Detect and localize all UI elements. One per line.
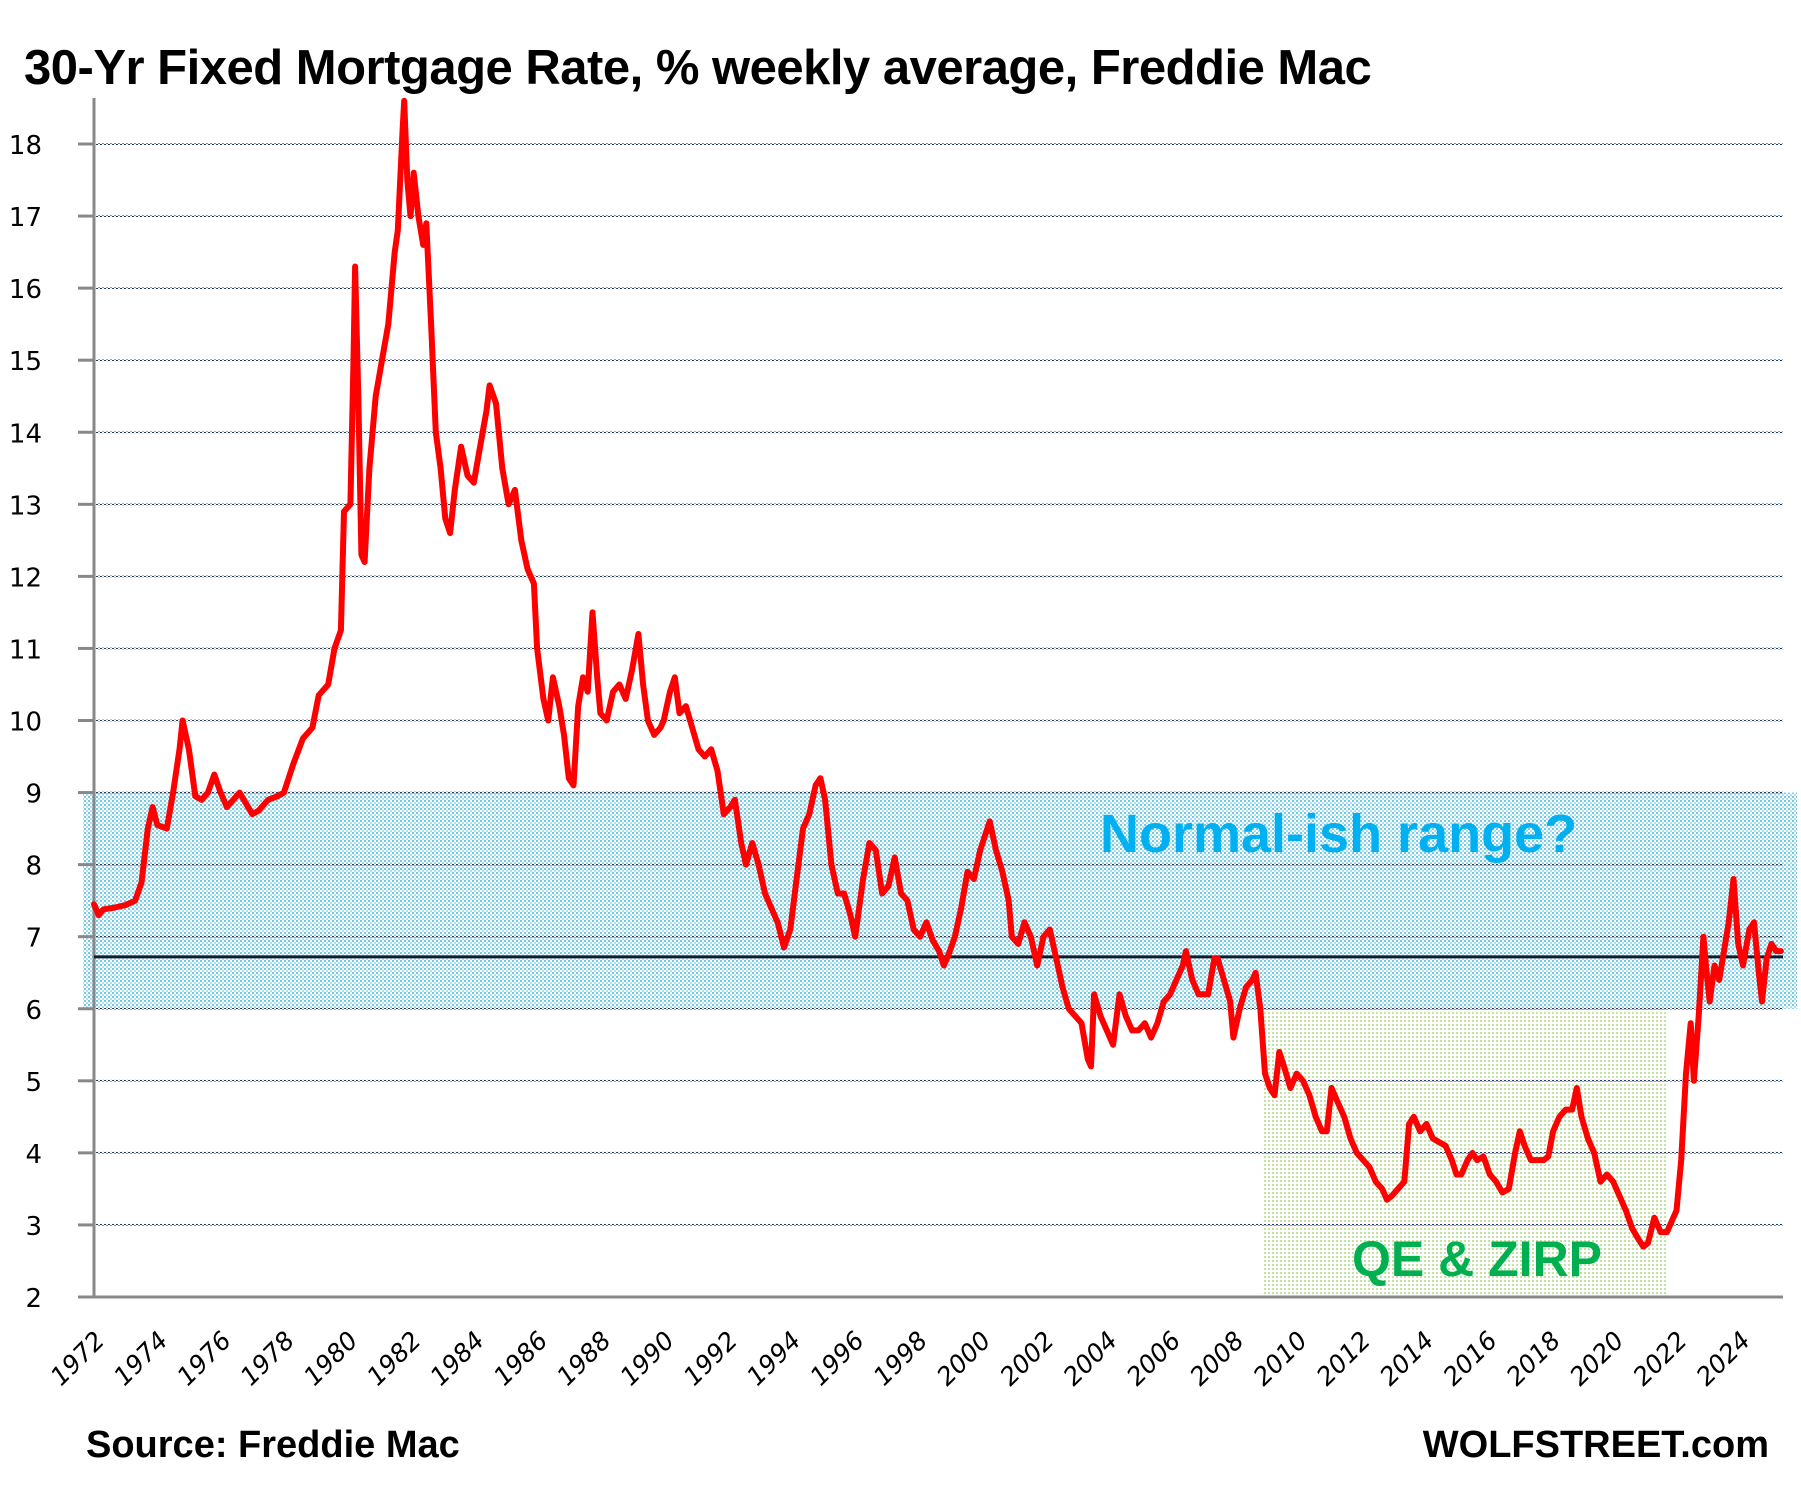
x-tick-label-1992: 1992 (678, 1326, 743, 1391)
x-tick-labels: 1972197419761978198019821984198619881990… (45, 1326, 1756, 1391)
gridline-14 (96, 431, 1783, 434)
gridline-4 (96, 1151, 1783, 1154)
x-tick-label-1976: 1976 (171, 1326, 236, 1391)
gridline-11 (96, 647, 1783, 650)
gridline-17 (96, 215, 1783, 218)
y-tick-label-2: 2 (25, 1284, 42, 1314)
x-tick-label-2012: 2012 (1311, 1326, 1376, 1391)
x-tick-label-2016: 2016 (1437, 1326, 1502, 1391)
gridline-12 (96, 575, 1783, 578)
x-tick-label-1994: 1994 (741, 1326, 806, 1391)
x-tick-label-2006: 2006 (1121, 1326, 1186, 1391)
x-tick-label-2020: 2020 (1564, 1326, 1629, 1391)
x-tick-label-1972: 1972 (45, 1326, 110, 1391)
x-tick-label-1990: 1990 (614, 1326, 679, 1391)
y-tick-label-5: 5 (25, 1068, 42, 1098)
y-tick-label-12: 12 (9, 563, 42, 593)
y-tick-label-17: 17 (9, 203, 42, 233)
annotation-qe-zirp: QE & ZIRP (1352, 1231, 1602, 1287)
x-tick-label-1982: 1982 (361, 1326, 426, 1391)
x-tick-label-1984: 1984 (425, 1326, 490, 1391)
x-tick-label-2002: 2002 (994, 1326, 1059, 1391)
gridline-6 (96, 1007, 1783, 1010)
y-tick-label-8: 8 (25, 852, 42, 882)
x-tick-label-1978: 1978 (235, 1326, 300, 1391)
annotations: Normal-ish range? QE & ZIRP (1100, 804, 1602, 1287)
x-tick-label-2014: 2014 (1374, 1326, 1439, 1391)
x-tick-label-2024: 2024 (1691, 1326, 1756, 1391)
x-tick-label-2008: 2008 (1184, 1326, 1249, 1391)
y-tick-label-4: 4 (25, 1140, 42, 1170)
gridline-13 (96, 503, 1783, 506)
x-tick-label-1986: 1986 (488, 1326, 553, 1391)
chart-title: 30-Yr Fixed Mortgage Rate, % weekly aver… (24, 41, 1372, 95)
y-tick-label-14: 14 (9, 419, 42, 449)
gridline-5 (96, 1079, 1783, 1082)
gridlines (96, 143, 1783, 1226)
y-tick-labels: 2 3 4 5 6 7 8 9 10 11 12 13 14 15 16 17 18 (9, 131, 42, 1314)
gridline-8 (96, 863, 1783, 866)
gridline-10 (96, 719, 1783, 722)
x-tick-label-1980: 1980 (298, 1326, 363, 1391)
y-tick-label-10: 10 (9, 708, 42, 738)
y-tick-label-3: 3 (25, 1212, 42, 1242)
x-tick-label-1996: 1996 (804, 1326, 869, 1391)
normal-ish-range-band (83, 792, 1797, 1009)
annotation-normal-ish-range: Normal-ish range? (1100, 804, 1577, 864)
y-tick-label-15: 15 (9, 347, 42, 377)
y-tick-label-9: 9 (25, 780, 42, 810)
series-layer (91, 97, 1784, 1250)
x-tick-label-1974: 1974 (108, 1326, 173, 1391)
shaded-regions (83, 792, 1797, 1297)
y-tick-label-18: 18 (9, 131, 42, 161)
gridline-18 (96, 143, 1783, 145)
x-tick-label-2010: 2010 (1247, 1326, 1312, 1391)
gridline-15 (96, 359, 1783, 362)
x-tick-label-2000: 2000 (931, 1326, 996, 1391)
y-tick-label-11: 11 (9, 635, 42, 665)
y-tick-label-13: 13 (9, 491, 42, 521)
y-tick-label-6: 6 (25, 996, 42, 1026)
source-note: Source: Freddie Mac (86, 1424, 460, 1466)
y-tick-label-16: 16 (9, 275, 42, 305)
x-tick-label-1988: 1988 (551, 1326, 616, 1391)
y-tick-label-7: 7 (25, 924, 42, 954)
gridline-16 (96, 287, 1783, 290)
axes (78, 98, 1783, 1299)
series-line-mortgage-rate (91, 97, 1784, 1250)
gridline-9 (96, 791, 1783, 794)
gridline-3 (96, 1223, 1783, 1226)
x-tick-label-1998: 1998 (868, 1326, 933, 1391)
x-tick-label-2004: 2004 (1058, 1326, 1123, 1391)
x-tick-label-2022: 2022 (1627, 1326, 1692, 1391)
gridline-7 (96, 935, 1783, 938)
x-tick-label-2018: 2018 (1501, 1326, 1566, 1391)
brand-watermark: WOLFSTREET.com (1422, 1424, 1769, 1466)
